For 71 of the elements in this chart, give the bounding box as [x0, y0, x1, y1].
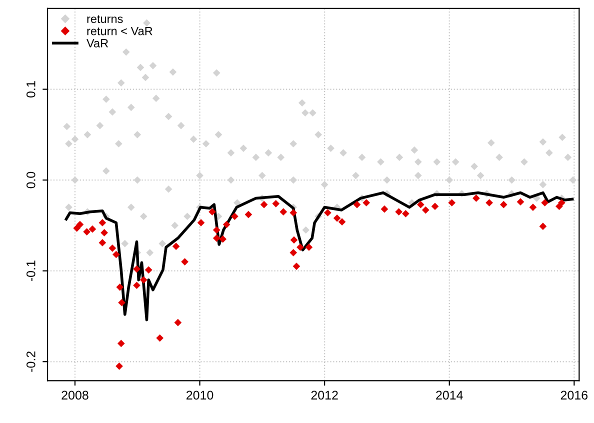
point	[338, 218, 346, 226]
point	[558, 199, 566, 206]
line-series	[64, 191, 574, 322]
legend-label: VaR	[86, 39, 108, 48]
point	[529, 204, 537, 211]
point	[88, 225, 96, 233]
point	[208, 208, 216, 216]
point	[116, 284, 124, 291]
point	[362, 199, 370, 206]
point	[118, 298, 126, 306]
point	[260, 200, 268, 208]
point	[174, 318, 182, 326]
point	[172, 242, 180, 250]
point	[516, 198, 524, 206]
point	[539, 222, 547, 230]
point	[100, 229, 108, 236]
x-tick-label: 2010	[186, 390, 214, 400]
point	[290, 209, 298, 216]
point	[500, 200, 508, 208]
point	[197, 219, 205, 226]
point	[402, 210, 410, 218]
point	[380, 205, 388, 213]
point	[98, 219, 106, 226]
point	[422, 206, 430, 214]
point	[112, 250, 120, 258]
y-tick-label: 0.1	[26, 81, 36, 98]
point	[116, 362, 123, 370]
x-tick-label: 2008	[62, 390, 88, 400]
point	[133, 282, 140, 290]
point	[140, 276, 148, 284]
point	[305, 244, 313, 251]
legend-label: return < VaR	[87, 26, 152, 36]
y-tick-label: -0.1	[26, 260, 36, 282]
x-tick-label: 2014	[436, 390, 463, 400]
point	[108, 244, 116, 252]
point	[296, 244, 304, 251]
point	[324, 209, 332, 216]
point	[156, 334, 164, 342]
point	[292, 262, 300, 270]
point	[244, 210, 252, 218]
point	[353, 200, 361, 208]
x-tick-label: 2012	[311, 390, 338, 400]
point	[83, 228, 91, 236]
point	[231, 212, 238, 220]
point	[212, 234, 220, 242]
point	[472, 194, 480, 202]
point	[290, 236, 298, 244]
point	[290, 249, 298, 256]
point	[117, 340, 125, 348]
point	[73, 224, 81, 232]
x-tick-label: 2016	[560, 390, 588, 400]
point	[222, 220, 230, 228]
point	[416, 200, 424, 208]
point	[98, 239, 106, 246]
legend-label: returns	[87, 15, 123, 24]
y-tick-label: -0.2	[26, 351, 36, 372]
point	[133, 265, 140, 273]
point	[144, 266, 152, 274]
point	[486, 199, 493, 206]
point	[212, 226, 220, 234]
point	[181, 258, 188, 266]
point	[541, 199, 549, 206]
point	[280, 208, 288, 216]
point	[448, 199, 456, 206]
point	[431, 202, 439, 210]
point	[219, 235, 227, 243]
point	[395, 208, 402, 216]
point	[76, 220, 84, 228]
y-tick-label: 0.0	[26, 172, 36, 188]
point	[333, 214, 341, 222]
point	[272, 200, 280, 208]
